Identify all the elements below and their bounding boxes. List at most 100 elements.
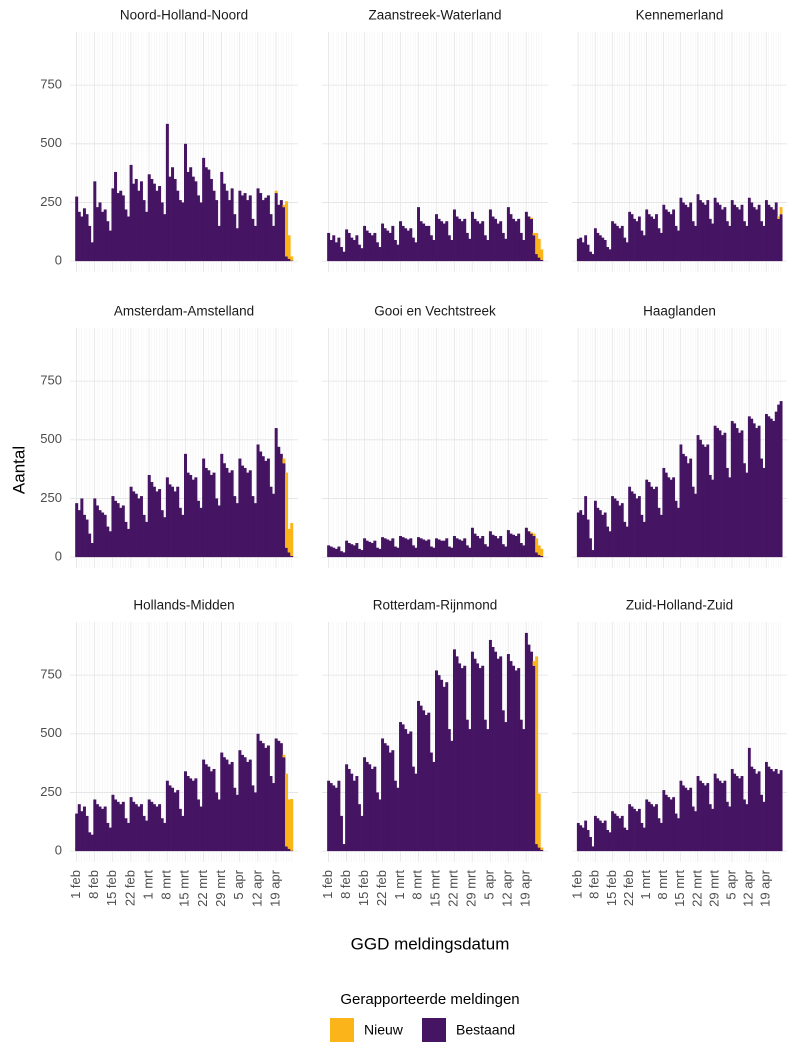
bar [332,785,336,852]
bar [116,503,120,558]
bar [499,221,503,262]
bar [635,811,639,852]
bar [391,225,395,262]
bar [375,547,379,558]
bar [499,656,503,852]
bar [718,204,722,262]
bar [360,248,364,262]
bar [256,444,260,558]
legend-label: Bestaand [456,1022,515,1038]
bar [628,486,632,558]
bar [672,797,676,852]
bar [779,770,783,852]
bar [396,547,400,558]
bar [189,167,193,262]
bar [212,190,216,262]
bar [401,225,405,262]
x-tick-label: 5 apr [723,869,738,899]
bar [139,181,143,262]
bar [659,822,663,852]
panel-title: Noord-Holland-Noord [120,8,248,23]
x-tick-label: 29 mrt [213,870,228,907]
bar [465,545,469,558]
bar [686,790,690,852]
bar [686,207,690,262]
bar [191,479,195,558]
bar [689,458,693,558]
y-tick-label: 750 [40,373,62,388]
x-tick-label: 8 feb [587,870,602,899]
bar [124,209,128,262]
bar [285,472,289,548]
bar [504,546,508,558]
bar [282,757,286,852]
bar [637,808,641,852]
legend-title: Gerapporteerde meldingen [340,991,519,1008]
bar [119,190,123,262]
bar [285,846,289,852]
bar [470,211,474,262]
bar [463,538,467,558]
bar [337,546,341,558]
bar [127,822,130,852]
bar [155,190,159,262]
bar [334,242,338,262]
bar [357,548,361,558]
bar [701,202,705,262]
bar [708,218,712,262]
bar [347,768,351,852]
bar [373,766,377,852]
bar [586,244,590,262]
bar [504,722,508,852]
bar [209,178,213,262]
bar [667,477,671,558]
bar [681,785,685,852]
bar [406,230,410,262]
bar [399,535,403,558]
bar [220,752,224,852]
x-tick-label: 8 mrt [410,870,425,900]
bar [442,686,446,852]
bar [519,719,523,852]
bar [725,221,729,262]
bar [672,477,676,558]
bar [132,183,136,262]
bar [691,806,695,852]
bar [350,544,354,558]
bar [243,757,247,852]
bar [684,456,688,558]
bar [679,197,683,262]
bar [762,225,766,262]
bar [80,811,84,852]
x-tick-label: 15 mrt [428,870,443,907]
bar [494,218,498,262]
bar [147,174,151,262]
bar [230,761,234,852]
bar [337,780,341,852]
bar [129,797,133,852]
bar [406,733,410,852]
bar [108,827,112,852]
bar [155,806,159,852]
bar [452,649,456,852]
bar [150,801,154,852]
bar [165,123,169,262]
bar [171,167,175,262]
bar [496,223,500,262]
bar [98,510,102,558]
bar [363,225,367,262]
bar [106,822,110,852]
bar [708,474,712,558]
x-tick-label: 15 feb [604,870,619,906]
bar [476,663,480,852]
bar [82,806,86,852]
bar [735,776,739,852]
x-tick-label: 1 feb [68,870,83,899]
bar [620,503,624,558]
bar [483,544,487,558]
bar [488,639,492,852]
bar [282,463,286,558]
bar [465,232,469,262]
bar [332,547,336,558]
bar [608,531,612,558]
